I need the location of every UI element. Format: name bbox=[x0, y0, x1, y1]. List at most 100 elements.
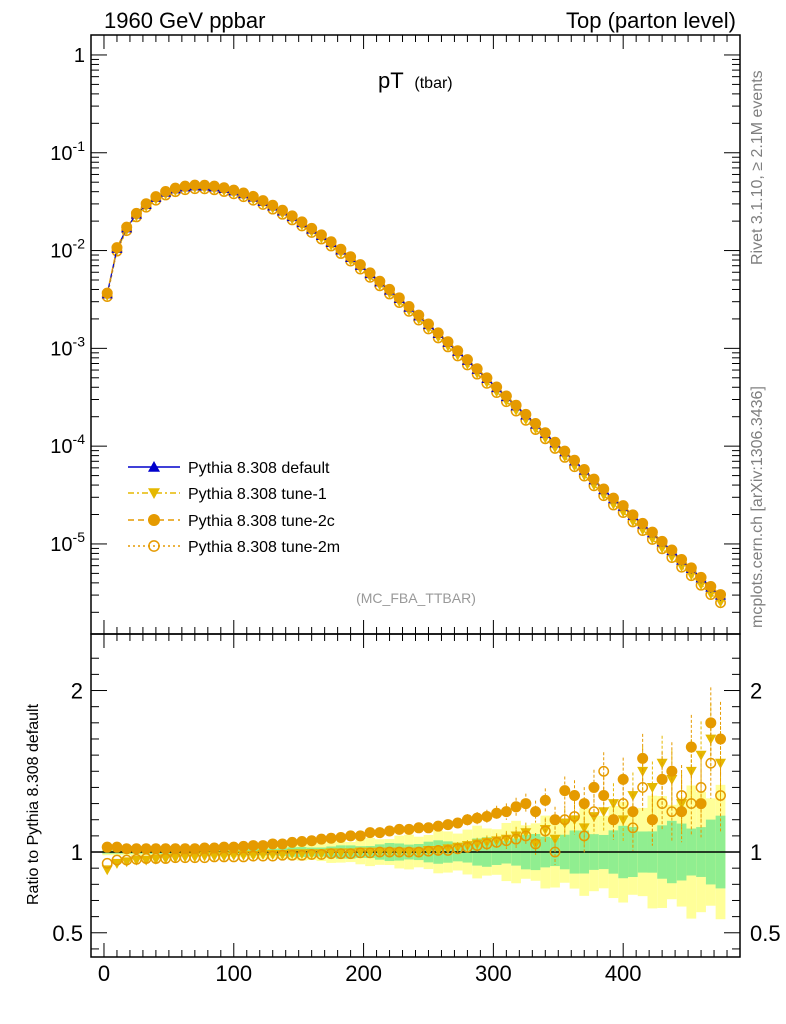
data-point bbox=[403, 301, 415, 313]
data-point bbox=[481, 810, 493, 822]
data-point bbox=[325, 236, 337, 248]
data-point bbox=[384, 847, 396, 858]
data-point bbox=[238, 840, 250, 852]
data-point bbox=[306, 835, 318, 847]
data-point bbox=[101, 841, 113, 853]
data-point bbox=[559, 445, 571, 457]
ratio-y-tick-label: 2 bbox=[71, 679, 83, 704]
data-point bbox=[228, 184, 240, 196]
y-tick-label: 10-3 bbox=[50, 333, 85, 360]
data-point bbox=[471, 363, 483, 375]
ratio-y-tick-label-right: 1 bbox=[750, 840, 762, 865]
data-point bbox=[374, 275, 386, 287]
data-point bbox=[150, 843, 162, 855]
data-point bbox=[179, 843, 191, 855]
data-point bbox=[384, 283, 396, 295]
data-point bbox=[432, 820, 444, 832]
data-point bbox=[715, 790, 726, 801]
data-point bbox=[549, 846, 561, 858]
data-point bbox=[530, 838, 541, 850]
data-point bbox=[715, 733, 727, 745]
data-point bbox=[471, 812, 483, 824]
data-point bbox=[695, 782, 707, 793]
data-point bbox=[578, 830, 590, 842]
data-point bbox=[666, 806, 678, 818]
data-point bbox=[569, 790, 581, 801]
data-point bbox=[549, 814, 561, 826]
data-point bbox=[491, 807, 503, 819]
data-point bbox=[637, 517, 649, 529]
data-point bbox=[588, 473, 600, 485]
header-right: Top (parton level) bbox=[566, 8, 736, 33]
data-point bbox=[218, 841, 230, 853]
data-point bbox=[315, 833, 327, 845]
main-title: pT (tbar) bbox=[378, 68, 453, 93]
legend-label: Pythia 8.308 tune-2m bbox=[188, 539, 340, 556]
ratio-series-tune-2c bbox=[101, 687, 727, 855]
data-point bbox=[150, 191, 162, 203]
data-point bbox=[676, 799, 688, 810]
data-point bbox=[257, 195, 269, 207]
data-point bbox=[247, 190, 259, 202]
main-title-text: pT bbox=[378, 68, 403, 93]
y-tick-label: 10-2 bbox=[50, 236, 85, 263]
data-point bbox=[676, 790, 688, 801]
data-point bbox=[276, 838, 288, 850]
data-point bbox=[422, 846, 434, 856]
data-point bbox=[160, 843, 172, 855]
data-point bbox=[715, 589, 727, 601]
ratio-y-tick-label-right: 0.5 bbox=[750, 921, 781, 946]
data-point bbox=[179, 180, 191, 192]
data-point bbox=[199, 179, 211, 191]
data-point bbox=[715, 597, 727, 608]
data-point bbox=[705, 589, 717, 600]
data-point bbox=[148, 514, 160, 526]
data-point bbox=[276, 204, 288, 216]
x-tick-label: 200 bbox=[345, 961, 382, 986]
data-point bbox=[695, 571, 707, 583]
x-tick-label: 400 bbox=[605, 961, 642, 986]
data-point bbox=[500, 390, 512, 402]
data-point bbox=[510, 833, 522, 845]
data-point bbox=[656, 535, 668, 547]
data-point bbox=[413, 847, 425, 858]
data-point bbox=[510, 801, 522, 813]
data-point bbox=[140, 855, 152, 866]
data-point bbox=[169, 853, 181, 864]
data-point bbox=[228, 841, 240, 853]
data-point bbox=[325, 832, 337, 844]
legend-entry: Pythia 8.308 tune-2c bbox=[128, 513, 335, 530]
data-point bbox=[569, 811, 580, 822]
data-point bbox=[646, 814, 658, 826]
data-point bbox=[685, 741, 697, 753]
data-point bbox=[637, 752, 649, 764]
data-point bbox=[315, 849, 327, 860]
data-point bbox=[422, 822, 434, 834]
data-point bbox=[598, 765, 610, 777]
data-point bbox=[617, 798, 629, 810]
data-point bbox=[491, 381, 503, 393]
data-point bbox=[685, 570, 697, 581]
data-point bbox=[208, 851, 220, 862]
y-tick-label: 10-1 bbox=[50, 138, 85, 165]
data-point bbox=[646, 526, 658, 538]
data-point bbox=[150, 854, 162, 865]
data-point bbox=[286, 836, 298, 848]
data-point bbox=[432, 327, 444, 339]
data-point bbox=[169, 843, 181, 855]
data-point bbox=[608, 814, 619, 826]
data-point bbox=[208, 842, 220, 854]
data-point bbox=[160, 185, 172, 197]
data-point bbox=[148, 540, 160, 552]
data-point bbox=[422, 318, 434, 330]
data-point bbox=[208, 180, 220, 192]
data-point bbox=[403, 823, 415, 835]
series-pythia-8-308-tune-2c bbox=[101, 179, 727, 601]
data-point bbox=[296, 836, 308, 848]
data-point bbox=[520, 798, 532, 810]
data-point bbox=[276, 850, 288, 860]
data-point bbox=[257, 840, 269, 852]
data-point bbox=[656, 798, 668, 810]
data-point bbox=[549, 436, 561, 448]
